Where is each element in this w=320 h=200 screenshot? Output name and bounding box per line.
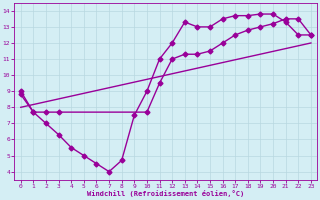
X-axis label: Windchill (Refroidissement éolien,°C): Windchill (Refroidissement éolien,°C) [87, 190, 244, 197]
